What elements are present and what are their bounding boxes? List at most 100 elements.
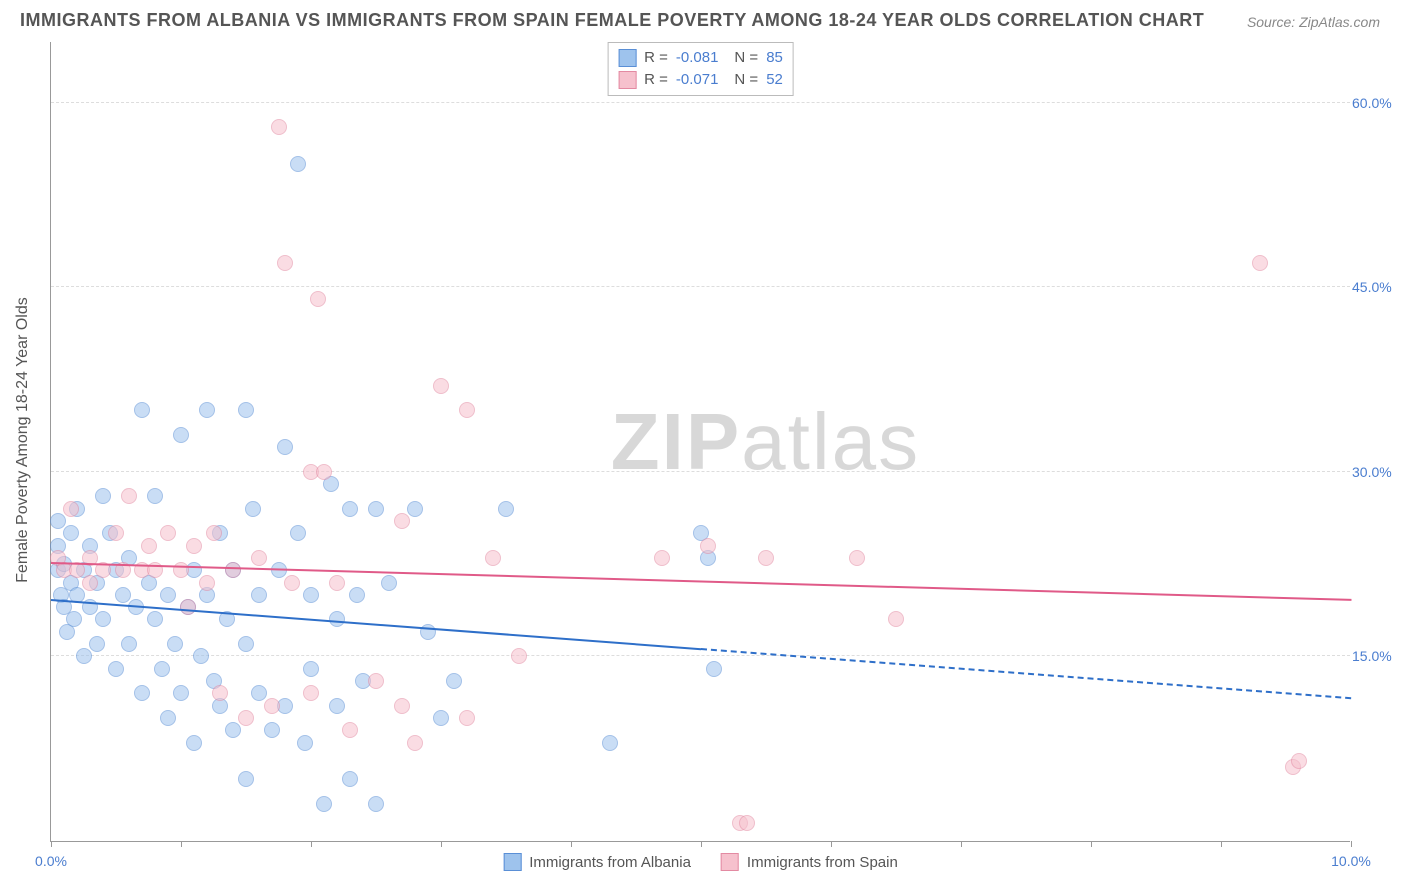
data-point xyxy=(758,550,774,566)
data-point xyxy=(654,550,670,566)
data-point xyxy=(121,636,137,652)
data-point xyxy=(167,636,183,652)
data-point xyxy=(225,562,241,578)
data-point xyxy=(459,402,475,418)
data-point xyxy=(206,525,222,541)
data-point xyxy=(238,771,254,787)
data-point xyxy=(394,698,410,714)
data-point xyxy=(212,685,228,701)
data-point xyxy=(342,771,358,787)
data-point xyxy=(1252,255,1268,271)
data-point xyxy=(154,661,170,677)
data-point xyxy=(849,550,865,566)
data-point xyxy=(95,611,111,627)
data-point xyxy=(1291,753,1307,769)
data-point xyxy=(433,378,449,394)
x-tick-label: 10.0% xyxy=(1331,853,1371,869)
data-point xyxy=(193,648,209,664)
data-point xyxy=(342,722,358,738)
data-point xyxy=(134,685,150,701)
data-point xyxy=(121,488,137,504)
n-label: N = xyxy=(734,47,758,69)
data-point xyxy=(277,255,293,271)
gridline xyxy=(51,471,1350,472)
legend-row-albania: R = -0.081 N = 85 xyxy=(618,47,783,69)
data-point xyxy=(297,735,313,751)
correlation-legend: R = -0.081 N = 85 R = -0.071 N = 52 xyxy=(607,42,794,96)
data-point xyxy=(82,575,98,591)
data-point xyxy=(63,501,79,517)
n-value: 85 xyxy=(766,47,783,69)
data-point xyxy=(238,402,254,418)
data-point xyxy=(50,513,66,529)
data-point xyxy=(381,575,397,591)
data-point xyxy=(485,550,501,566)
x-tick xyxy=(701,841,702,847)
gridline xyxy=(51,102,1350,103)
x-tick-label: 0.0% xyxy=(35,853,67,869)
x-tick xyxy=(961,841,962,847)
y-tick-label: 15.0% xyxy=(1352,648,1402,664)
x-tick xyxy=(51,841,52,847)
data-point xyxy=(173,427,189,443)
data-point xyxy=(284,575,300,591)
swatch-icon xyxy=(618,71,636,89)
chart-title: IMMIGRANTS FROM ALBANIA VS IMMIGRANTS FR… xyxy=(20,10,1204,31)
data-point xyxy=(160,710,176,726)
n-label: N = xyxy=(734,69,758,91)
data-point xyxy=(89,636,105,652)
data-point xyxy=(446,673,462,689)
data-point xyxy=(316,464,332,480)
data-point xyxy=(76,648,92,664)
data-point xyxy=(180,599,196,615)
gridline xyxy=(51,286,1350,287)
data-point xyxy=(134,402,150,418)
data-point xyxy=(160,525,176,541)
data-point xyxy=(66,611,82,627)
swatch-icon xyxy=(503,853,521,871)
y-axis-label: Female Poverty Among 18-24 Year Olds xyxy=(14,297,32,583)
r-label: R = xyxy=(644,47,668,69)
data-point xyxy=(368,796,384,812)
data-point xyxy=(264,722,280,738)
data-point xyxy=(186,735,202,751)
data-point xyxy=(342,501,358,517)
r-label: R = xyxy=(644,69,668,91)
data-point xyxy=(303,661,319,677)
data-point xyxy=(394,513,410,529)
y-tick-label: 45.0% xyxy=(1352,279,1402,295)
y-tick-label: 60.0% xyxy=(1352,95,1402,111)
data-point xyxy=(303,587,319,603)
swatch-icon xyxy=(618,49,636,67)
n-value: 52 xyxy=(766,69,783,91)
data-point xyxy=(186,538,202,554)
data-point xyxy=(511,648,527,664)
data-point xyxy=(147,488,163,504)
data-point xyxy=(329,575,345,591)
data-point xyxy=(108,525,124,541)
data-point xyxy=(459,710,475,726)
x-tick xyxy=(1221,841,1222,847)
data-point xyxy=(310,291,326,307)
data-point xyxy=(108,661,124,677)
data-point xyxy=(407,735,423,751)
watermark-text: ZIPatlas xyxy=(611,396,920,488)
data-point xyxy=(264,698,280,714)
data-point xyxy=(407,501,423,517)
data-point xyxy=(329,698,345,714)
data-point xyxy=(173,685,189,701)
data-point xyxy=(303,685,319,701)
scatter-plot-area: ZIPatlas R = -0.081 N = 85 R = -0.071 N … xyxy=(50,42,1350,842)
data-point xyxy=(368,501,384,517)
data-point xyxy=(700,538,716,554)
data-point xyxy=(498,501,514,517)
data-point xyxy=(238,636,254,652)
x-tick xyxy=(441,841,442,847)
trend-line xyxy=(51,562,1351,601)
data-point xyxy=(739,815,755,831)
data-point xyxy=(245,501,261,517)
y-tick-label: 30.0% xyxy=(1352,464,1402,480)
legend-row-spain: R = -0.071 N = 52 xyxy=(618,69,783,91)
data-point xyxy=(316,796,332,812)
data-point xyxy=(115,587,131,603)
